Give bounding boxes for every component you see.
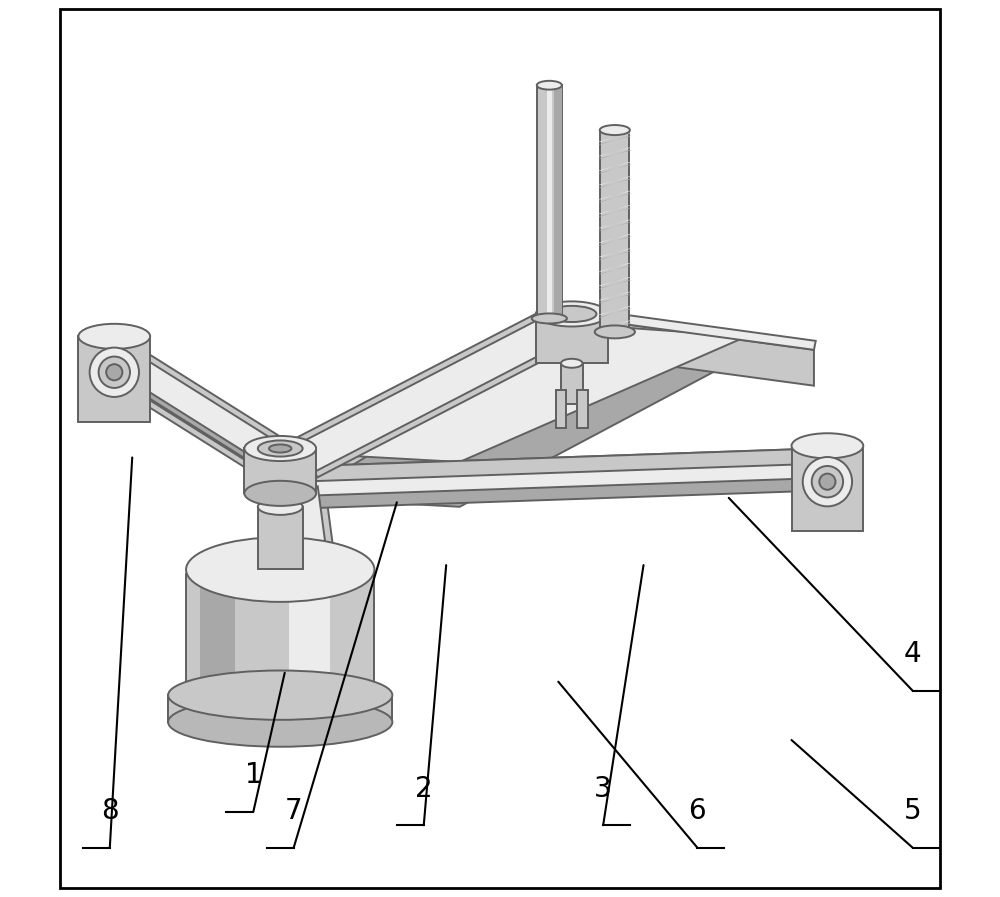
Text: 1: 1 (245, 762, 262, 789)
Polygon shape (300, 313, 566, 472)
Ellipse shape (269, 444, 291, 452)
Polygon shape (598, 323, 632, 332)
Polygon shape (279, 486, 336, 626)
Polygon shape (554, 85, 562, 318)
Polygon shape (388, 309, 805, 475)
Polygon shape (598, 191, 632, 199)
Ellipse shape (819, 474, 835, 490)
Polygon shape (598, 292, 632, 300)
Polygon shape (200, 574, 235, 700)
Ellipse shape (547, 306, 596, 322)
Polygon shape (598, 248, 632, 257)
Polygon shape (298, 323, 747, 498)
Polygon shape (598, 320, 632, 329)
Ellipse shape (600, 125, 630, 135)
Polygon shape (598, 165, 632, 173)
Ellipse shape (99, 357, 130, 388)
Polygon shape (297, 308, 569, 477)
Ellipse shape (803, 457, 852, 506)
Polygon shape (598, 179, 632, 187)
Polygon shape (577, 390, 588, 428)
Ellipse shape (812, 466, 843, 497)
Ellipse shape (244, 436, 316, 461)
Text: 8: 8 (101, 797, 119, 825)
Polygon shape (598, 294, 632, 303)
Polygon shape (598, 151, 632, 159)
Text: 7: 7 (285, 797, 303, 825)
Polygon shape (298, 448, 818, 482)
Ellipse shape (78, 324, 150, 349)
Ellipse shape (258, 440, 303, 457)
Polygon shape (549, 314, 814, 386)
Polygon shape (561, 363, 583, 404)
Ellipse shape (186, 537, 374, 602)
Polygon shape (298, 341, 747, 507)
Polygon shape (186, 574, 374, 700)
Polygon shape (168, 695, 392, 722)
Text: 2: 2 (415, 775, 433, 803)
Polygon shape (598, 205, 632, 213)
Text: 5: 5 (904, 797, 921, 825)
Polygon shape (598, 251, 632, 260)
Polygon shape (305, 335, 561, 475)
Polygon shape (598, 309, 632, 318)
Ellipse shape (106, 364, 122, 380)
Ellipse shape (168, 698, 392, 746)
Ellipse shape (561, 359, 583, 368)
Polygon shape (298, 323, 747, 462)
Text: 4: 4 (904, 640, 921, 668)
Polygon shape (113, 370, 273, 475)
Ellipse shape (244, 481, 316, 506)
Polygon shape (258, 507, 303, 569)
Text: 3: 3 (594, 775, 612, 803)
Polygon shape (549, 305, 816, 350)
Polygon shape (598, 135, 632, 144)
Polygon shape (600, 130, 629, 332)
Polygon shape (298, 448, 818, 502)
Polygon shape (106, 345, 280, 471)
Polygon shape (272, 485, 343, 627)
Polygon shape (598, 263, 632, 272)
Ellipse shape (595, 326, 635, 338)
Polygon shape (598, 237, 632, 246)
Polygon shape (598, 280, 632, 289)
Text: 6: 6 (689, 797, 706, 825)
Polygon shape (598, 133, 632, 142)
Polygon shape (102, 340, 283, 476)
Polygon shape (442, 318, 787, 469)
Polygon shape (598, 220, 632, 229)
Polygon shape (598, 306, 632, 315)
Polygon shape (598, 194, 632, 202)
Polygon shape (78, 336, 150, 422)
Polygon shape (536, 314, 608, 363)
Polygon shape (289, 574, 343, 700)
Polygon shape (168, 695, 392, 722)
Polygon shape (547, 85, 552, 318)
Polygon shape (556, 390, 566, 428)
Polygon shape (537, 85, 562, 318)
Ellipse shape (536, 301, 608, 327)
Ellipse shape (532, 313, 567, 324)
Polygon shape (244, 448, 316, 493)
Polygon shape (598, 266, 632, 274)
Polygon shape (792, 446, 863, 531)
Polygon shape (598, 177, 632, 185)
Polygon shape (298, 478, 818, 509)
Polygon shape (598, 208, 632, 216)
Polygon shape (598, 162, 632, 170)
Polygon shape (240, 574, 312, 700)
Polygon shape (330, 574, 365, 700)
Polygon shape (598, 234, 632, 243)
Polygon shape (598, 277, 632, 286)
Ellipse shape (792, 433, 863, 458)
Ellipse shape (90, 348, 139, 397)
Ellipse shape (168, 671, 392, 719)
Polygon shape (598, 148, 632, 156)
Ellipse shape (537, 81, 562, 90)
Ellipse shape (258, 499, 303, 515)
Polygon shape (598, 222, 632, 231)
